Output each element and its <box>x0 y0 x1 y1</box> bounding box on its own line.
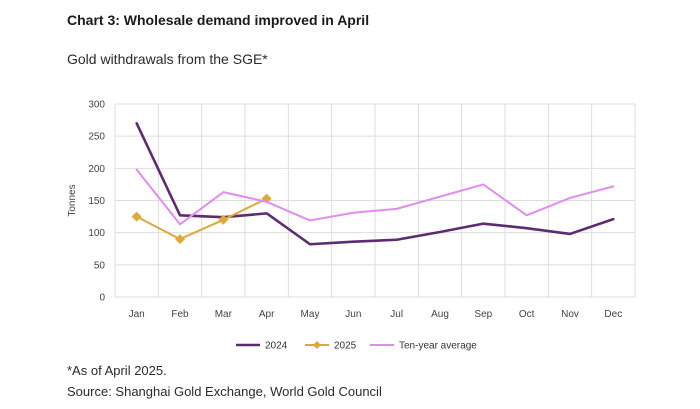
y-tick-label: 0 <box>99 293 105 304</box>
series-line-2024 <box>135 121 615 246</box>
y-tick-label: 300 <box>88 100 105 111</box>
y-axis-ticks: 0 50 100 150 200 250 300 <box>88 100 105 304</box>
series-group <box>131 121 615 246</box>
legend: 2024 2025 Ten-year average <box>236 341 477 352</box>
legend-marker-2025 <box>313 341 321 349</box>
y-tick-label: 100 <box>88 228 105 239</box>
legend-label-2024: 2024 <box>265 341 288 352</box>
grid <box>114 103 636 298</box>
x-tick-label: Feb <box>171 309 189 320</box>
chart-title: Chart 3: Wholesale demand improved in Ap… <box>67 12 370 28</box>
legend-label-2025: 2025 <box>334 341 357 352</box>
x-tick-label: Jul <box>390 309 403 320</box>
x-tick-label: Aug <box>431 309 449 320</box>
x-tick-label: Jun <box>345 309 361 320</box>
x-tick-label: Jan <box>129 309 145 320</box>
legend-label-ten-year-average: Ten-year average <box>399 341 477 352</box>
x-tick-label: Dec <box>604 309 622 320</box>
x-axis-ticks: Jan Feb Mar Apr May Jun Jul Aug Sep Oct Nov Dec <box>129 309 623 320</box>
source-note: Source: Shanghai Gold Exchange, World Go… <box>67 384 382 399</box>
y-tick-label: 150 <box>88 196 105 207</box>
x-tick-label: May <box>301 309 320 320</box>
data-point-2025 <box>218 214 229 225</box>
data-point-2025 <box>131 211 142 222</box>
y-tick-label: 250 <box>88 132 105 143</box>
x-tick-label: Nov <box>561 309 579 320</box>
x-tick-label: Oct <box>519 309 535 320</box>
x-tick-label: Apr <box>259 309 275 320</box>
y-axis-label: Tonnes <box>67 184 78 216</box>
data-point-2025 <box>175 234 185 245</box>
series-line-2025 <box>135 197 268 241</box>
y-tick-label: 200 <box>88 164 105 175</box>
series-line-ten-year-average <box>135 168 615 226</box>
line-chart: 0 50 100 150 200 250 300 Jan Feb Mar Apr May Jun Jul… <box>67 100 636 352</box>
chart-subtitle: Gold withdrawals from the SGE* <box>67 51 268 67</box>
y-tick-label: 50 <box>94 260 106 271</box>
footnote: *As of April 2025. <box>67 363 167 378</box>
x-tick-label: Mar <box>215 309 233 320</box>
x-tick-label: Sep <box>474 309 492 320</box>
